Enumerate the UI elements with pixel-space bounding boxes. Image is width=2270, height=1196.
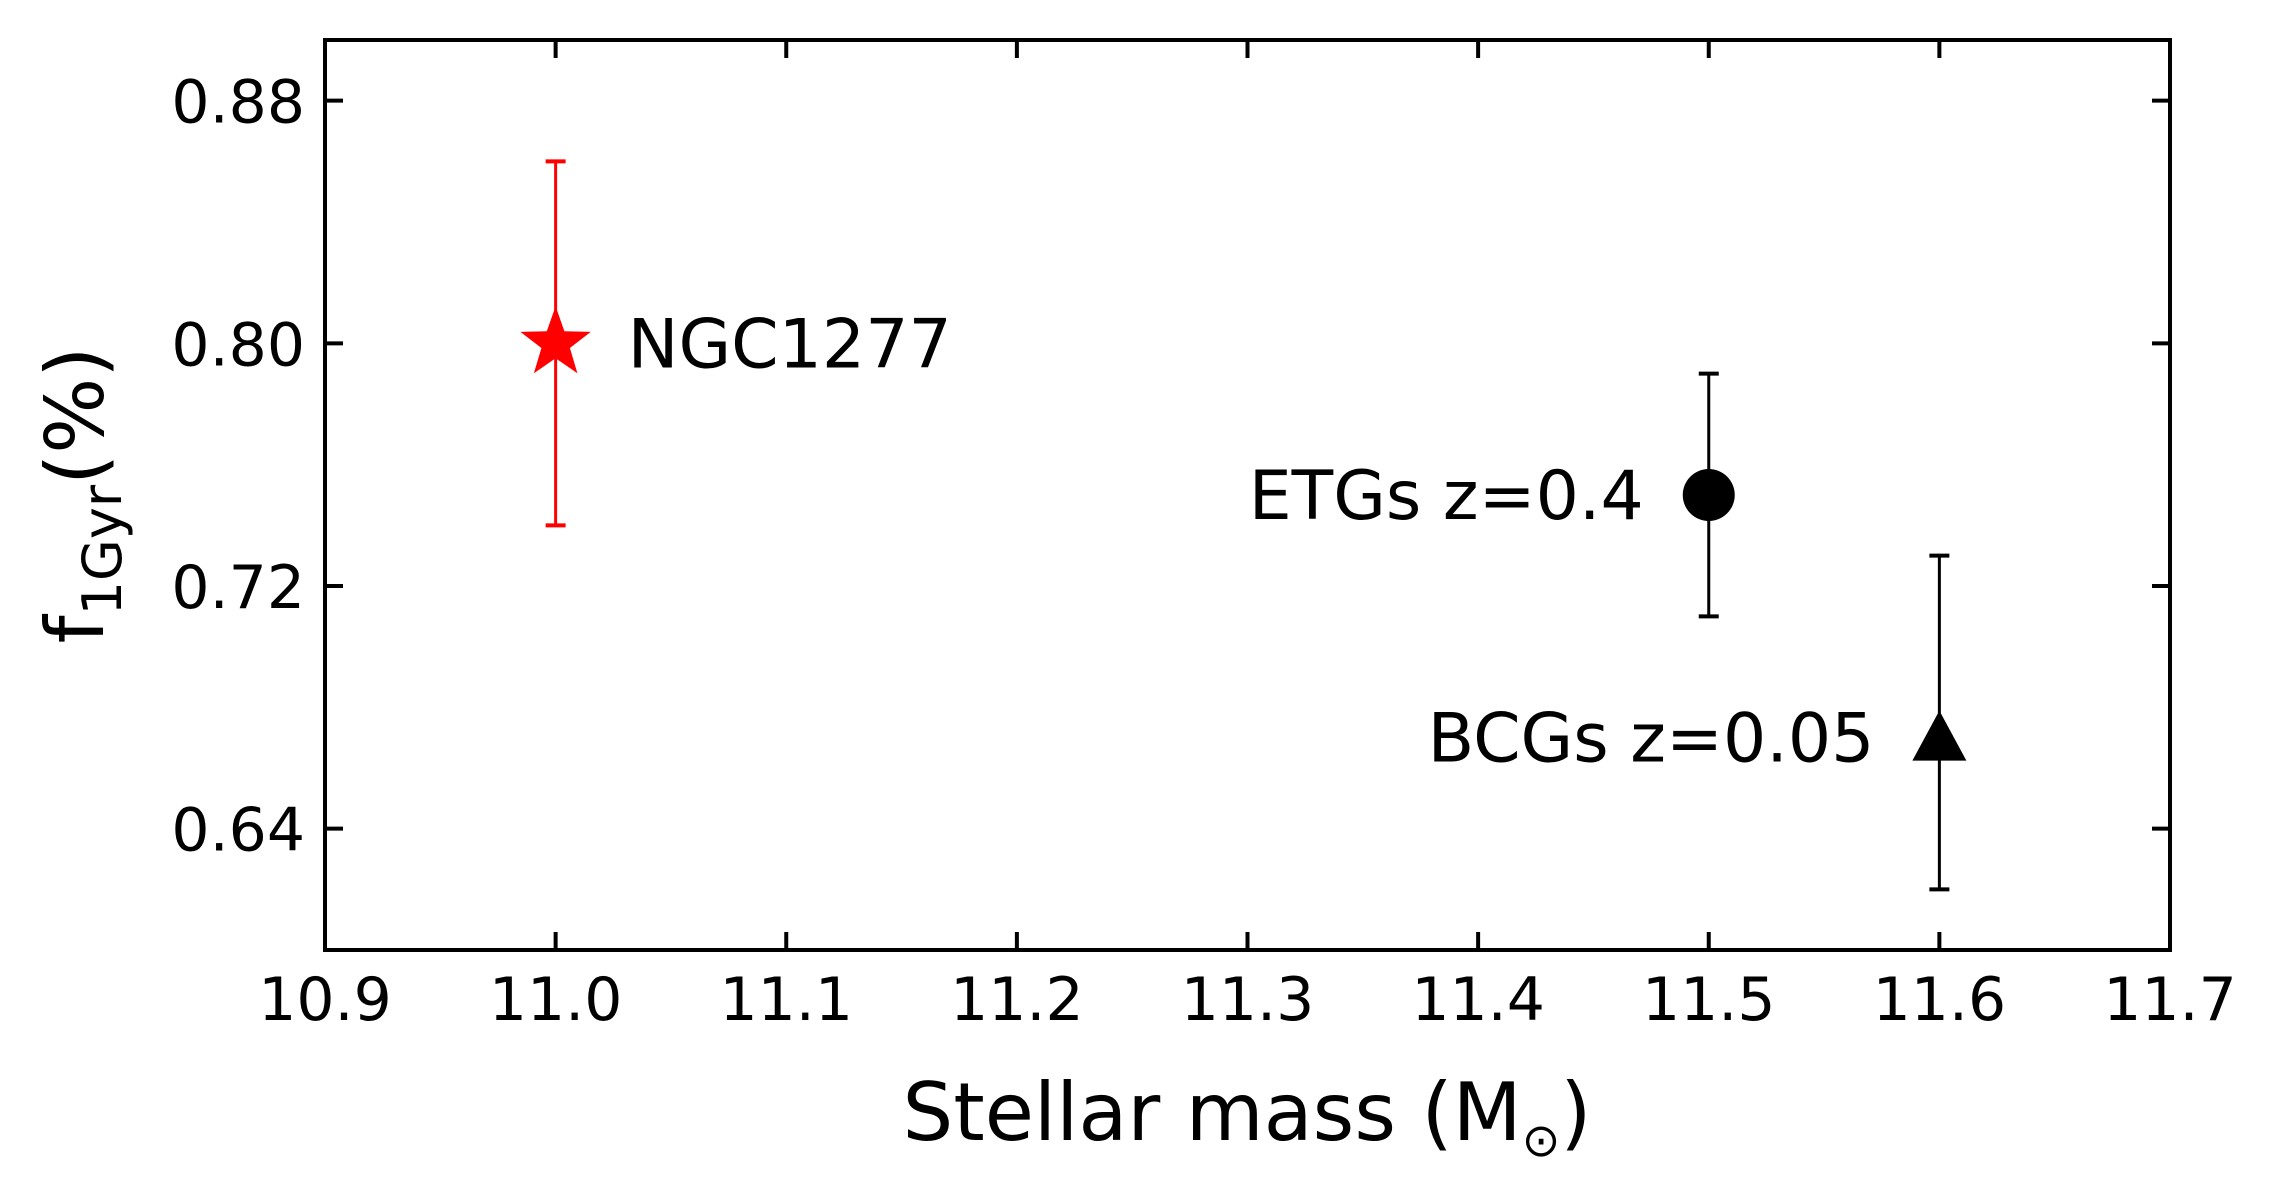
star-marker-ngc1277 <box>520 306 591 374</box>
point-label-bcgs-z-0-05: BCGs z=0.05 <box>1428 700 1875 779</box>
x-axis-label: Stellar mass (M⊙) <box>903 1066 1592 1167</box>
ticks-layer: 10.9 11.0 11.1 11.2 11.3 11.4 11.5 11.6 11.7 0.64… <box>171 40 2237 1035</box>
x-tick-label: 11.4 <box>1411 965 1545 1035</box>
y-tick-label: 0.80 <box>171 310 305 380</box>
x-tick-label: 11.2 <box>950 965 1084 1035</box>
x-tick-label: 11.7 <box>2103 965 2237 1035</box>
x-axis-label-subscript: ⊙ <box>1522 1113 1561 1167</box>
point-label-etgs-z-0-4: ETGs z=0.4 <box>1249 457 1644 536</box>
point-label-ngc1277: NGC1277 <box>628 305 952 384</box>
y-axis-label: f1Gyr(%) <box>29 347 134 644</box>
x-tick-label: 11.3 <box>1181 965 1315 1035</box>
y-tick-label: 0.72 <box>171 553 305 623</box>
points-layer: NGC1277 ETGs z=0.4 BCGs z=0.05 <box>520 159 1967 892</box>
plot-frame <box>323 38 2172 952</box>
circle-marker-etgs-z-0-4 <box>1682 469 1735 521</box>
x-tick-label: 11.5 <box>1642 965 1776 1035</box>
x-tick-label: 11.0 <box>489 965 623 1035</box>
triangle-marker-bcgs-z-0-05 <box>1912 710 1967 761</box>
y-tick-label: 0.88 <box>171 68 305 138</box>
y-tick-label: 0.64 <box>171 796 305 866</box>
x-tick-label: 11.1 <box>719 965 853 1035</box>
y-axis-label-subscript: 1Gyr <box>71 484 134 615</box>
x-tick-label: 10.9 <box>258 965 392 1035</box>
x-tick-label: 11.6 <box>1873 965 2007 1035</box>
